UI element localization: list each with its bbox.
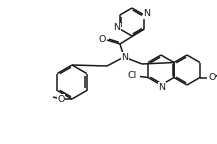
Text: N: N <box>122 53 128 61</box>
Text: N: N <box>158 83 166 91</box>
Text: O: O <box>57 94 65 104</box>
Text: N: N <box>144 10 151 18</box>
Text: O: O <box>98 35 106 43</box>
Text: N: N <box>113 23 120 33</box>
Text: Cl: Cl <box>127 71 137 80</box>
Text: O: O <box>208 73 216 82</box>
